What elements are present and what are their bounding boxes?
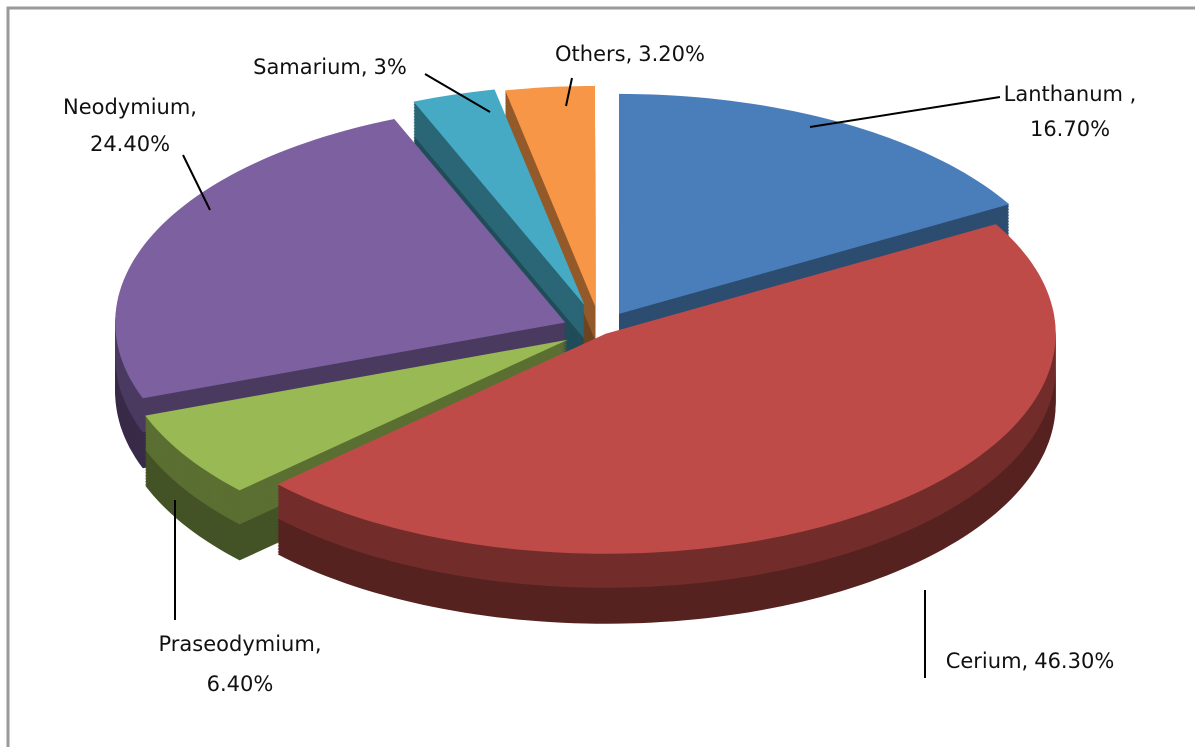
data-label: Cerium, 46.30% (946, 649, 1115, 673)
value-label: 16.70% (1030, 117, 1110, 141)
value-label: 6.40% (207, 672, 274, 696)
slice (145, 339, 568, 491)
data-label: Others, 3.20% (555, 42, 705, 66)
value-label: 24.40% (90, 132, 170, 156)
slice (505, 86, 596, 306)
slice (277, 224, 1056, 554)
category-label: Praseodymium, (159, 632, 322, 656)
slice (413, 89, 585, 306)
slice (115, 119, 566, 399)
leader-line (565, 77, 573, 107)
leader-line (809, 96, 1001, 128)
category-label: Neodymium, (63, 95, 197, 119)
category-label: Lanthanum , (1004, 82, 1137, 106)
category-label: Others, (555, 42, 632, 66)
leader-line (182, 154, 211, 211)
category-label: Cerium, (946, 649, 1029, 673)
category-label: Samarium, (253, 55, 367, 79)
data-label: Samarium, 3% (253, 55, 407, 79)
value-label: 3.20% (638, 42, 705, 66)
chart-border (6, 6, 1195, 747)
value-label: 46.30% (1034, 649, 1114, 673)
value-label: 3% (374, 55, 407, 79)
slice (619, 93, 1010, 314)
leader-line (424, 73, 491, 113)
